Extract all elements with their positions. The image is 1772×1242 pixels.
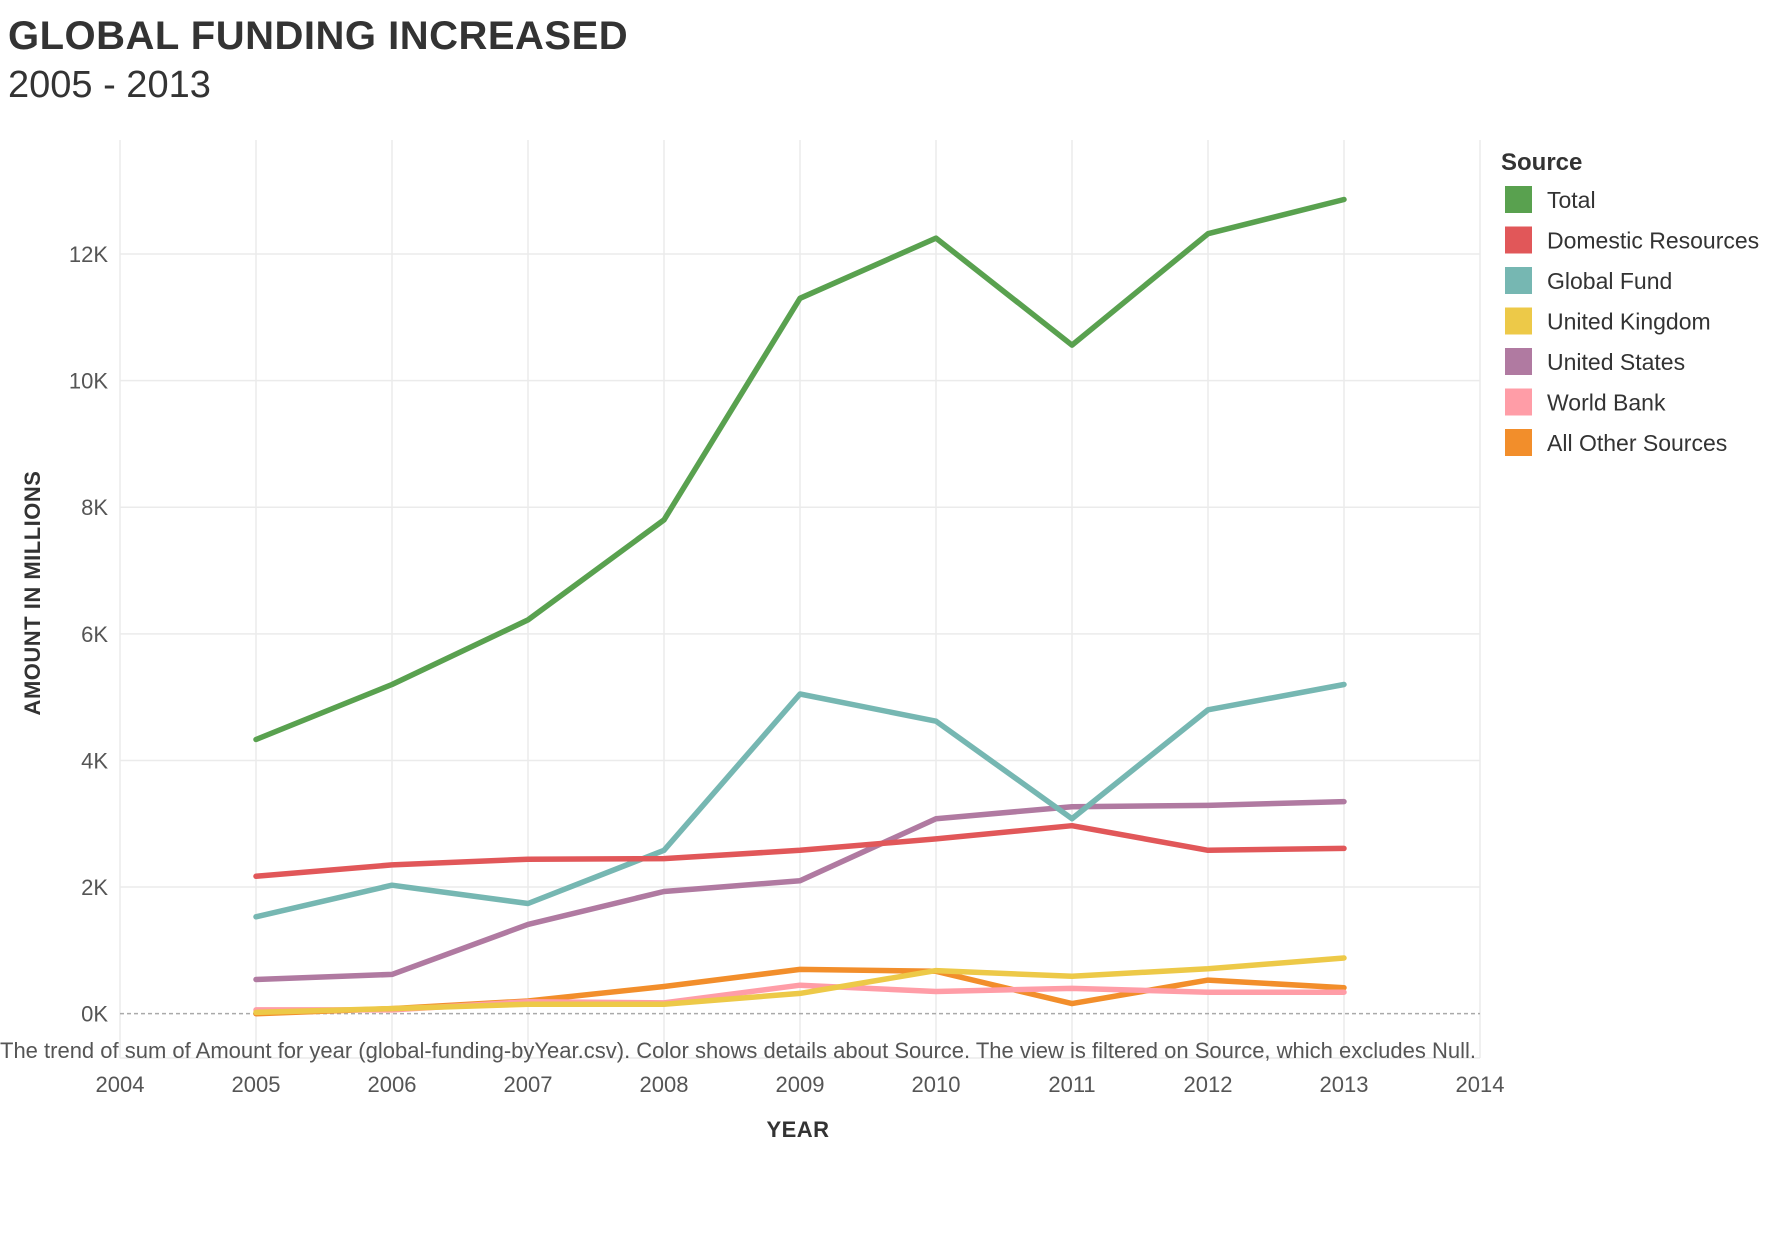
legend-label: World Bank: [1547, 390, 1666, 416]
y-tick-label: 8K: [81, 495, 108, 520]
x-tick-label: 2011: [1048, 1072, 1095, 1097]
x-axis-ticks: 2004 2005 2006 2007 2008 2009 2010 2011 2012 2013…: [96, 1072, 1505, 1097]
legend-label: All Other Sources: [1547, 430, 1727, 456]
series-line-domestic-resources: [253, 822, 1347, 880]
series-line-global-fund: [253, 681, 1347, 920]
legend-swatch: [1505, 186, 1532, 213]
legend-swatch: [1505, 307, 1532, 335]
x-tick-label: 2008: [640, 1072, 689, 1097]
x-tick-label: 2012: [1184, 1072, 1233, 1097]
chart-subtitle: 2005 - 2013: [8, 64, 211, 106]
legend-label: United States: [1547, 349, 1685, 375]
series-line-united-states: [253, 798, 1347, 983]
y-tick-label: 12K: [69, 242, 108, 267]
x-tick-label: 2007: [504, 1072, 553, 1097]
x-tick-label: 2004: [96, 1072, 145, 1097]
y-tick-label: 4K: [81, 748, 108, 773]
legend-title: Source: [1501, 149, 1582, 176]
y-tick-label: 0K: [81, 1002, 108, 1027]
series-line-total: [253, 196, 1347, 743]
y-tick-label: 6K: [81, 622, 108, 647]
x-tick-label: 2009: [776, 1072, 825, 1097]
legend-swatch: [1505, 267, 1532, 294]
x-tick-label: 2010: [912, 1072, 961, 1097]
x-tick-label: 2006: [368, 1072, 417, 1097]
chart-caption: The trend of sum of Amount for year (glo…: [0, 1038, 1476, 1063]
x-axis-title: YEAR: [766, 1117, 829, 1142]
series-lines: [253, 196, 1347, 1017]
x-tick-label: 2013: [1320, 1072, 1369, 1097]
legend-label: Total: [1547, 187, 1596, 213]
x-tick-label: 2005: [232, 1072, 281, 1097]
y-tick-label: 2K: [81, 875, 108, 900]
y-axis-ticks: 0K 2K 4K 6K 8K 10K 12K: [69, 242, 108, 1027]
legend-swatch: [1505, 388, 1532, 416]
x-tick-label: 2014: [1456, 1072, 1505, 1097]
y-tick-label: 10K: [69, 369, 108, 394]
legend-label: United Kingdom: [1547, 309, 1711, 335]
legend-swatch: [1505, 226, 1532, 254]
legend-items: Total Domestic Resources Global Fund United…: [1505, 186, 1759, 456]
legend-label: Global Fund: [1547, 268, 1672, 294]
legend-swatch: [1505, 429, 1532, 456]
y-axis-title: AMOUNT IN MILLIONS: [20, 471, 45, 716]
gridlines: [119, 140, 1481, 1059]
legend-label: Domestic Resources: [1547, 228, 1759, 254]
legend-swatch: [1505, 348, 1532, 375]
legend: Source Total Domestic Resources Global Fun…: [1501, 149, 1759, 456]
series-line-united-kingdom: [253, 955, 1347, 1016]
chart-title: GLOBAL FUNDING INCREASED: [8, 14, 629, 58]
